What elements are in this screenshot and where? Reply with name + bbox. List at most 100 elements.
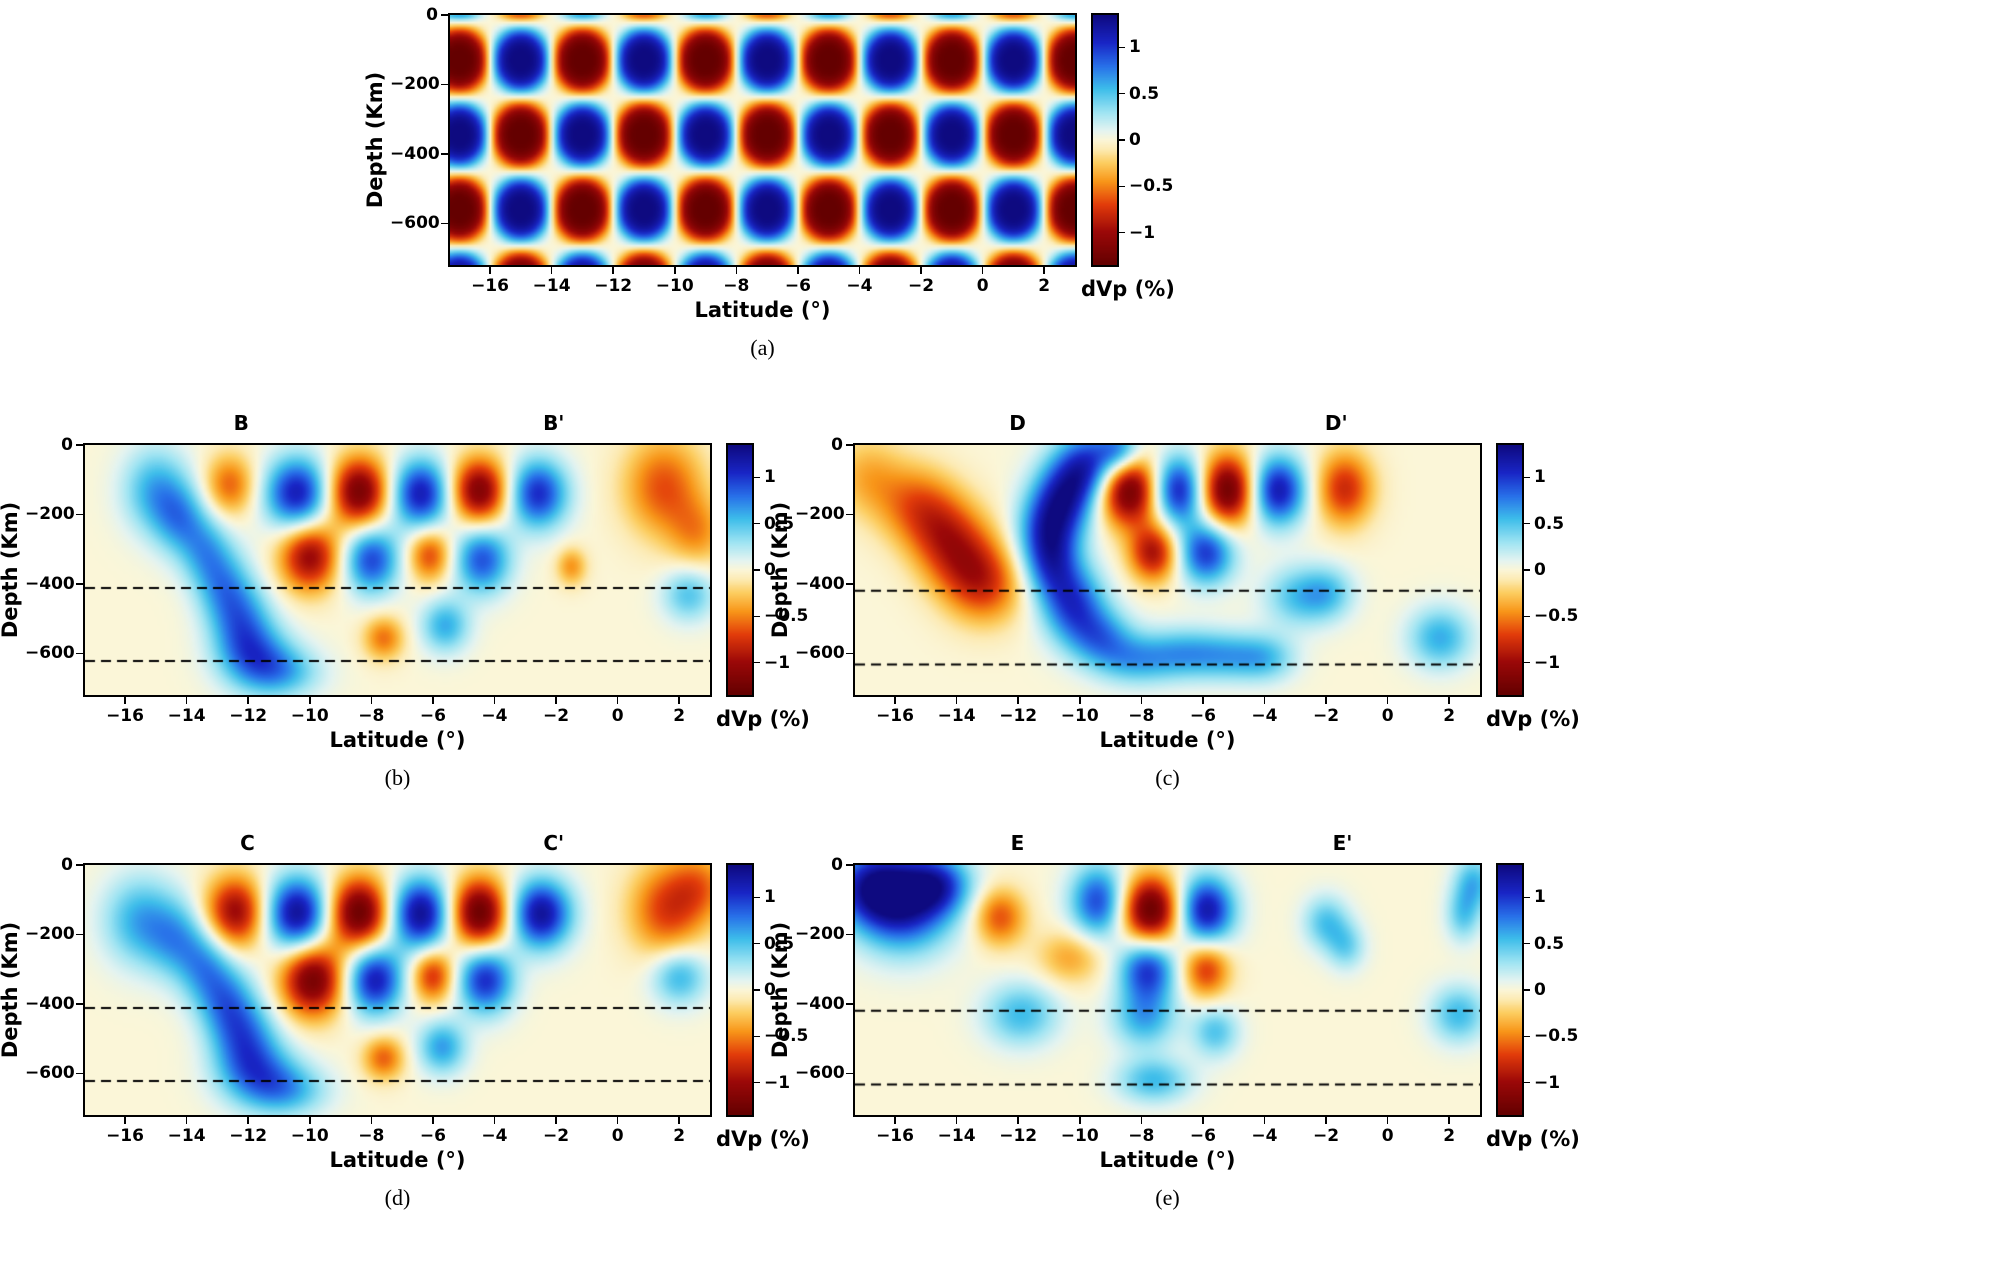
section-label-e-1: E' bbox=[1332, 831, 1353, 855]
x-tick-mark bbox=[678, 697, 680, 704]
colorbar-tick-mark bbox=[1524, 896, 1530, 899]
x-tick-label: −10 bbox=[1060, 1126, 1099, 1146]
x-tick-label: −12 bbox=[229, 1126, 268, 1146]
x-tick-mark bbox=[1140, 1117, 1143, 1124]
x-tick-label: 0 bbox=[611, 706, 624, 726]
x-tick-mark bbox=[955, 1117, 958, 1124]
colorbar-tick-label: 0.5 bbox=[1534, 513, 1565, 534]
x-axis-label: Latitude (°) bbox=[1099, 728, 1236, 752]
y-tick-label: −200 bbox=[390, 74, 440, 95]
colorbar-tick-label: 1 bbox=[1129, 37, 1141, 58]
x-tick-label: −4 bbox=[1251, 706, 1278, 726]
colorbar-tick-label: −1 bbox=[764, 652, 791, 673]
colorbar-d bbox=[728, 865, 752, 1115]
x-tick-label: −10 bbox=[290, 1126, 329, 1146]
y-tick-mark bbox=[441, 222, 448, 225]
colorbar-tick-mark bbox=[1524, 522, 1530, 525]
panel-a-heatmap bbox=[450, 15, 1075, 265]
panel-c-heatmap bbox=[855, 445, 1480, 695]
colorbar-tick-mark bbox=[1524, 942, 1530, 945]
colorbar-tick-label: 0.5 bbox=[764, 513, 795, 534]
colorbar-tick-label: −0.5 bbox=[1129, 176, 1174, 197]
section-label-c-0: D bbox=[1009, 411, 1026, 435]
colorbar-tick-mark bbox=[754, 1035, 760, 1038]
colorbar-tick-mark bbox=[1524, 569, 1530, 571]
colorbar-tick-label: 1 bbox=[764, 467, 776, 488]
y-tick-label: 0 bbox=[61, 855, 73, 875]
x-tick-label: −12 bbox=[594, 276, 633, 296]
x-tick-mark bbox=[1140, 697, 1143, 704]
colorbar-tick-mark bbox=[754, 896, 760, 899]
y-tick-label: −400 bbox=[795, 573, 845, 594]
x-tick-label: −12 bbox=[999, 1126, 1038, 1146]
x-tick-mark bbox=[1386, 697, 1389, 704]
y-tick-mark bbox=[76, 444, 83, 446]
colorbar-tick-label: 0 bbox=[764, 980, 776, 1000]
colorbar-tick-mark bbox=[754, 1081, 760, 1084]
x-tick-mark bbox=[432, 697, 434, 704]
x-tick-label: −4 bbox=[481, 1126, 508, 1146]
colorbar-tick-mark bbox=[1119, 185, 1125, 188]
colorbar-tick-mark bbox=[754, 615, 760, 618]
y-tick-label: 0 bbox=[426, 5, 438, 25]
panel-e-heatmap bbox=[855, 865, 1480, 1115]
x-tick-mark bbox=[612, 267, 614, 274]
y-tick-label: 0 bbox=[831, 855, 843, 875]
x-tick-label: −2 bbox=[543, 706, 570, 726]
x-tick-mark bbox=[616, 1117, 619, 1124]
x-tick-mark bbox=[616, 697, 619, 704]
x-tick-label: 2 bbox=[1443, 706, 1456, 726]
colorbar-tick-label: 0.5 bbox=[1534, 933, 1565, 954]
x-tick-mark bbox=[124, 697, 126, 704]
x-tick-label: −2 bbox=[543, 1126, 570, 1146]
x-tick-label: −10 bbox=[1060, 706, 1099, 726]
x-tick-mark bbox=[894, 697, 896, 704]
y-tick-mark bbox=[441, 14, 448, 16]
colorbar-tick-mark bbox=[754, 942, 760, 945]
y-tick-mark bbox=[76, 1003, 83, 1005]
y-tick-mark bbox=[76, 933, 83, 936]
x-tick-label: −12 bbox=[229, 706, 268, 726]
x-tick-label: 0 bbox=[1381, 706, 1394, 726]
x-tick-label: −6 bbox=[784, 276, 811, 296]
x-tick-mark bbox=[247, 1117, 249, 1124]
section-label-c-1: D' bbox=[1324, 411, 1348, 435]
y-tick-mark bbox=[846, 1072, 853, 1075]
colorbar-a bbox=[1093, 15, 1117, 265]
x-tick-mark bbox=[735, 267, 738, 274]
colorbar-label-a: dVp (%) bbox=[1081, 277, 1175, 301]
y-axis-label: Depth (Km) bbox=[768, 921, 792, 1059]
x-tick-label: −10 bbox=[655, 276, 694, 296]
y-tick-mark bbox=[846, 933, 853, 936]
x-tick-mark bbox=[981, 267, 984, 274]
panel-caption-c: (c) bbox=[1155, 765, 1180, 790]
x-tick-label: 0 bbox=[611, 1126, 624, 1146]
y-tick-label: −400 bbox=[390, 143, 440, 164]
x-tick-mark bbox=[1202, 697, 1204, 704]
colorbar-tick-mark bbox=[754, 661, 760, 664]
x-tick-label: −14 bbox=[167, 1126, 206, 1146]
colorbar-tick-label: 0.5 bbox=[764, 933, 795, 954]
x-tick-mark bbox=[920, 267, 922, 274]
x-tick-mark bbox=[858, 267, 861, 274]
x-tick-mark bbox=[1448, 1117, 1450, 1124]
x-tick-mark bbox=[1325, 697, 1327, 704]
colorbar-tick-label: −0.5 bbox=[1534, 1026, 1579, 1047]
colorbar-tick-mark bbox=[754, 522, 760, 525]
colorbar-tick-label: −1 bbox=[764, 1072, 791, 1093]
colorbar-tick-label: 1 bbox=[764, 887, 776, 908]
x-tick-mark bbox=[1043, 267, 1045, 274]
colorbar-tick-label: −1 bbox=[1534, 652, 1561, 673]
y-tick-label: −400 bbox=[25, 573, 75, 594]
x-tick-label: 2 bbox=[1443, 1126, 1456, 1146]
x-tick-mark bbox=[432, 1117, 434, 1124]
colorbar-tick-mark bbox=[1524, 989, 1530, 991]
panel-caption-b: (b) bbox=[384, 765, 411, 790]
x-tick-label: 2 bbox=[1038, 276, 1051, 296]
y-tick-mark bbox=[441, 83, 448, 86]
x-tick-mark bbox=[185, 697, 188, 704]
x-tick-label: 0 bbox=[976, 276, 989, 296]
x-tick-label: −6 bbox=[419, 706, 446, 726]
x-tick-mark bbox=[555, 697, 557, 704]
section-label-d-1: C' bbox=[543, 831, 565, 855]
